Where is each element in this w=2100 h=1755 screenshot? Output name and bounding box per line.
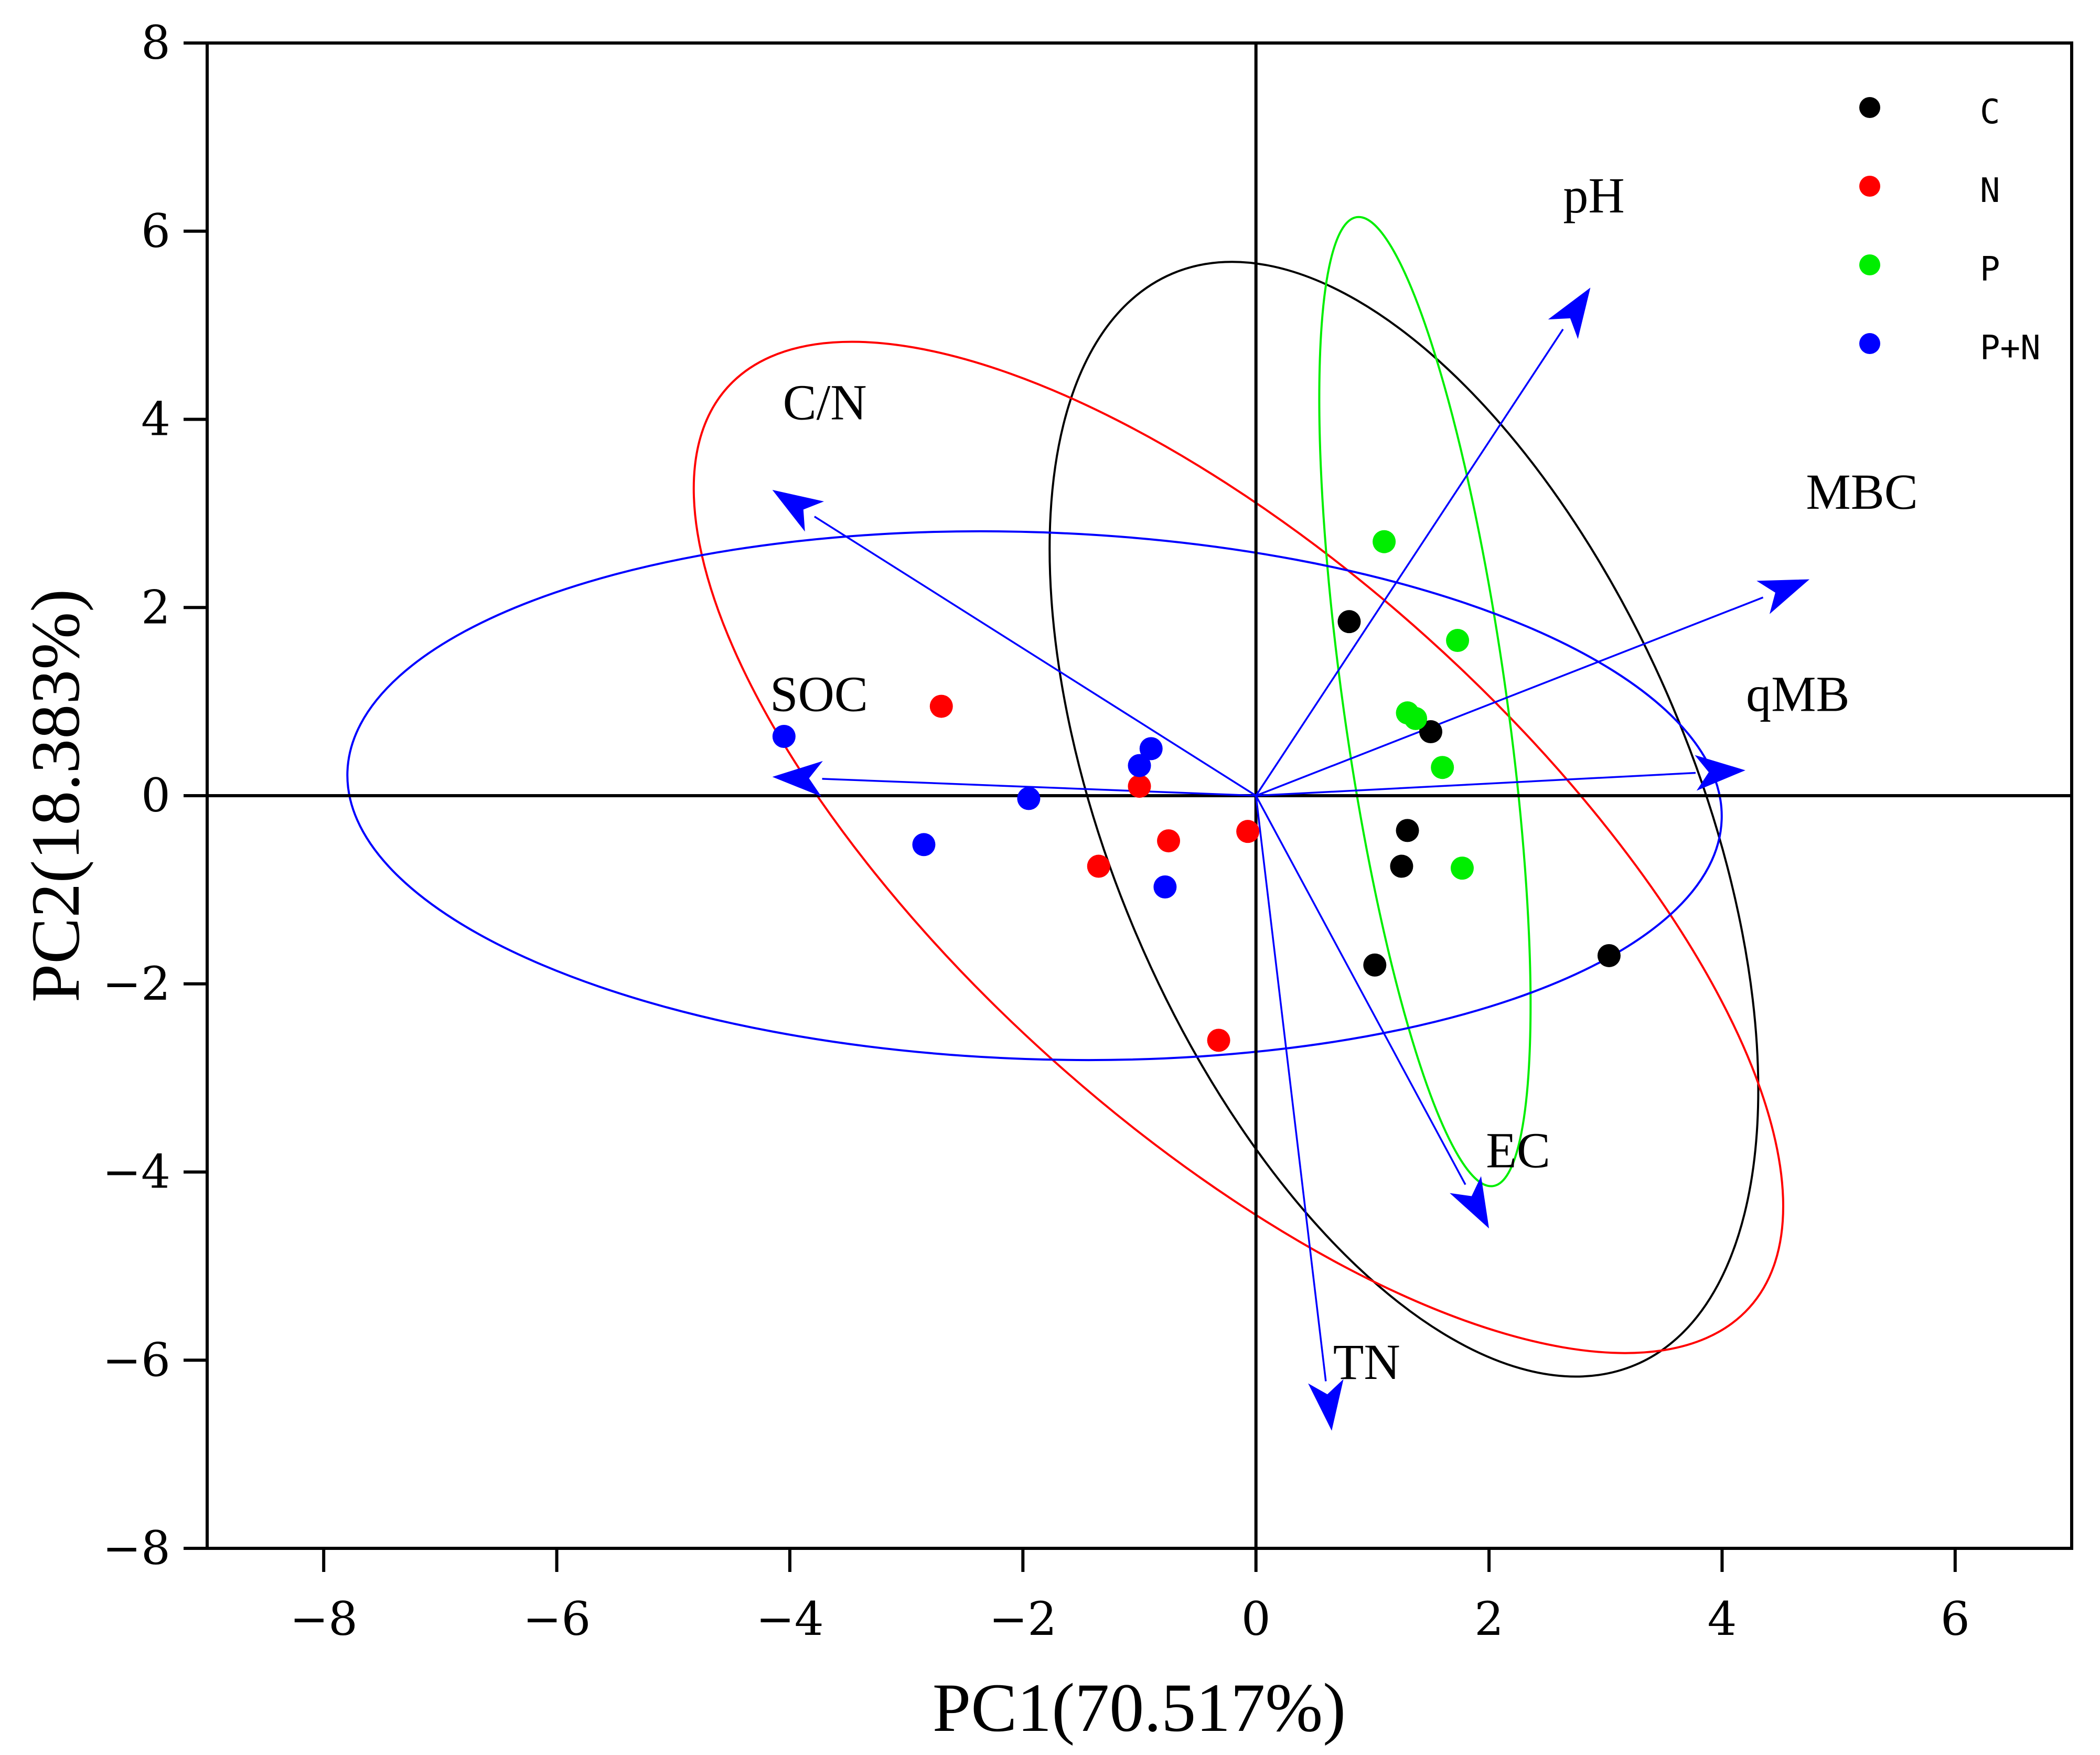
loading-label-soc: SOC	[770, 666, 868, 722]
y-axis-title: PC2(18.383%)	[17, 589, 94, 1002]
x-tick-label: 4	[1707, 1592, 1737, 1646]
ellipse-c	[1048, 261, 1760, 1378]
y-tick-label: −6	[102, 1333, 170, 1387]
legend-marker-p	[1859, 254, 1880, 275]
point-n-5	[1236, 820, 1260, 843]
x-tick-label: −2	[989, 1592, 1057, 1646]
point-p-1	[1373, 530, 1396, 553]
y-tick-label: 6	[141, 204, 170, 258]
y-tick-label: −8	[102, 1521, 170, 1575]
point-c-5	[1363, 953, 1387, 977]
loading-label-c-n: C/N	[783, 374, 867, 431]
point-p-6	[1450, 857, 1474, 880]
point-p-4	[1404, 707, 1428, 730]
point-pplusn-3	[1128, 754, 1151, 777]
loading-line-qmb	[1256, 772, 1696, 797]
loading-arrowhead-tn	[1308, 1379, 1344, 1431]
y-tick-label: −4	[102, 1145, 170, 1199]
legend-label-pplusn: P+N	[1980, 329, 2041, 368]
point-n-4	[1087, 854, 1110, 878]
y-tick-label: 2	[141, 580, 170, 634]
loading-line-soc	[822, 778, 1256, 797]
x-tick-label: 6	[1941, 1592, 1970, 1646]
loading-label-ph: pH	[1563, 167, 1624, 223]
point-c-1	[1337, 610, 1361, 634]
x-tick-label: −8	[290, 1592, 358, 1646]
loading-line-ec	[1255, 795, 1466, 1185]
point-n-1	[929, 694, 953, 718]
loading-arrowhead-ec	[1450, 1176, 1490, 1229]
loading-arrowhead-mbc	[1756, 579, 1810, 614]
x-tick-label: −4	[756, 1592, 824, 1646]
legend-label-p: P	[1980, 250, 2000, 289]
y-tick-label: −2	[102, 957, 170, 1011]
legend-marker-n	[1859, 176, 1880, 197]
point-c-4	[1390, 854, 1413, 878]
legend-marker-c	[1859, 97, 1880, 118]
ellipse-pplusn	[346, 530, 1723, 1062]
loading-label-qmb: qMB	[1746, 666, 1849, 722]
confidence-ellipses	[346, 216, 1784, 1378]
point-n-2	[1128, 775, 1151, 798]
loading-arrowhead-ph	[1548, 287, 1591, 339]
x-tick-label: 2	[1474, 1592, 1504, 1646]
loading-arrowhead-soc	[772, 761, 823, 797]
legend-label-c: C	[1980, 93, 2000, 132]
y-tick-label: 8	[141, 16, 170, 70]
loading-line-ph	[1255, 328, 1564, 796]
loading-line-mbc	[1256, 596, 1764, 797]
loading-arrows: pH C/N MBC SOC qMB EC TN	[770, 167, 1918, 1431]
x-tick-label: 0	[1241, 1592, 1271, 1646]
legend: C N P P+N	[1859, 93, 2041, 368]
x-axis-title: PC1(70.517%)	[933, 1669, 1346, 1746]
point-c-6	[1597, 944, 1621, 967]
point-n-6	[1207, 1029, 1230, 1052]
data-points	[772, 530, 1621, 1052]
loading-line-c-n	[813, 516, 1257, 797]
ellipse-p	[1318, 216, 1532, 1187]
legend-label-n: N	[1980, 172, 2000, 210]
loading-line-tn	[1255, 795, 1327, 1382]
legend-marker-pplusn	[1859, 333, 1880, 354]
loading-arrowhead-qmb	[1695, 755, 1745, 791]
ellipse-n	[692, 340, 1784, 1354]
point-n-3	[1157, 829, 1181, 853]
point-pplusn-1	[772, 724, 796, 748]
point-p-5	[1431, 756, 1454, 779]
axis-ticks: −8 −6 −4 −2 0 2 4 6 −8 −6 −4 −2 0 2 4 6 8	[102, 16, 1970, 1646]
loading-label-ec: EC	[1486, 1122, 1550, 1179]
point-c-3	[1396, 819, 1419, 842]
y-tick-label: 0	[141, 768, 170, 822]
loading-label-mbc: MBC	[1806, 464, 1917, 520]
point-pplusn-4	[1017, 787, 1041, 810]
point-pplusn-2	[1139, 737, 1163, 761]
point-pplusn-5	[912, 833, 936, 857]
point-p-2	[1446, 629, 1470, 652]
y-tick-label: 4	[141, 392, 170, 446]
loading-label-tn: TN	[1333, 1334, 1400, 1390]
point-c-2	[1419, 720, 1442, 744]
loading-arrowhead-c-n	[772, 490, 824, 532]
x-tick-label: −6	[523, 1592, 591, 1646]
point-pplusn-6	[1153, 875, 1177, 898]
